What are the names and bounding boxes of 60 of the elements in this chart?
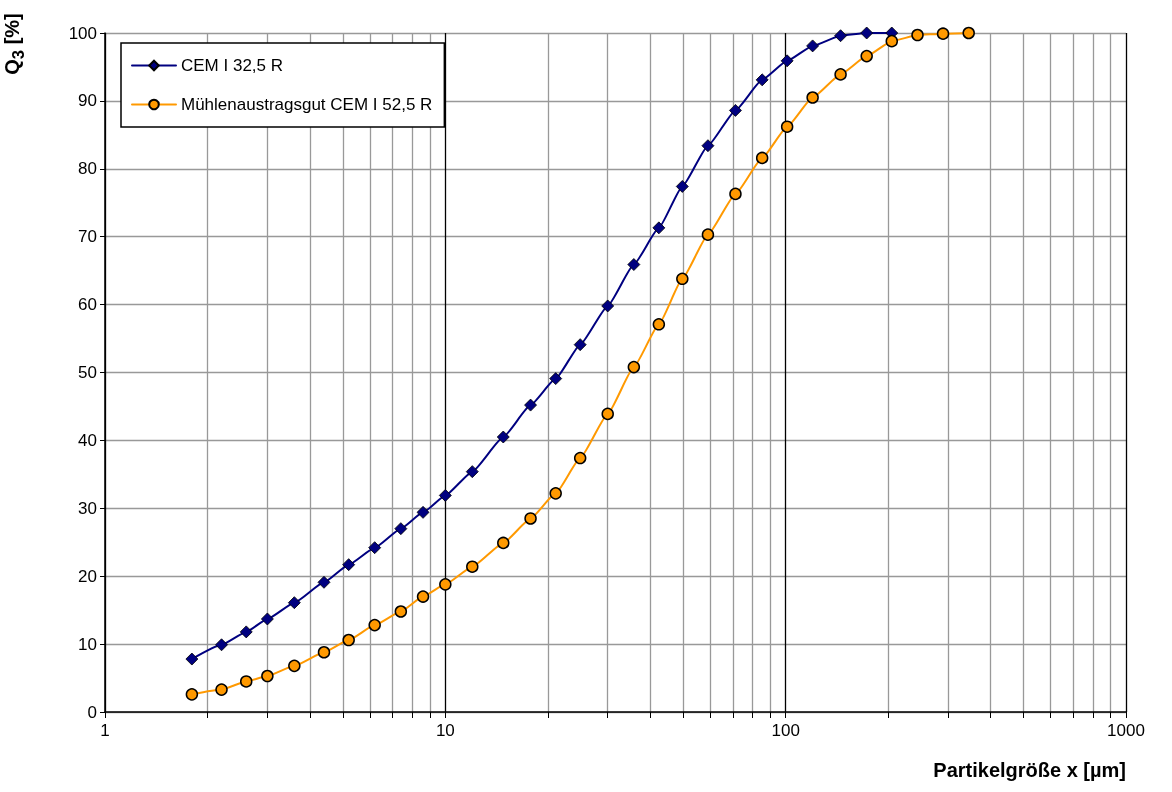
point bbox=[780, 120, 794, 133]
point bbox=[549, 372, 563, 386]
point bbox=[627, 360, 641, 374]
y-tick-label: 80 bbox=[78, 159, 97, 179]
point bbox=[394, 522, 408, 536]
point bbox=[317, 646, 331, 659]
y-tick-label: 50 bbox=[78, 363, 97, 382]
point bbox=[524, 512, 537, 525]
x-tick-label: 100 bbox=[771, 721, 800, 740]
legend-label: CEM I 32,5 R bbox=[181, 56, 284, 75]
point bbox=[215, 683, 228, 696]
point bbox=[834, 68, 847, 81]
point bbox=[239, 625, 253, 639]
point bbox=[806, 39, 820, 53]
x-tick-label: 10 bbox=[435, 721, 455, 740]
y-tick-label: 20 bbox=[78, 566, 97, 586]
point bbox=[936, 27, 950, 40]
point bbox=[962, 26, 975, 40]
point bbox=[549, 487, 562, 500]
point bbox=[627, 258, 641, 271]
point bbox=[806, 91, 819, 104]
y-tick-label: 100 bbox=[68, 23, 97, 43]
point bbox=[834, 29, 847, 43]
point bbox=[860, 49, 873, 63]
y-tick-label: 90 bbox=[78, 91, 97, 111]
x-tick-label: 1 bbox=[100, 721, 110, 740]
y-tick-label: 40 bbox=[78, 430, 97, 450]
point bbox=[755, 151, 769, 165]
point bbox=[368, 541, 382, 555]
point bbox=[601, 407, 614, 421]
point bbox=[342, 558, 356, 572]
y-tick-label: 30 bbox=[78, 498, 97, 518]
point bbox=[497, 536, 510, 550]
point bbox=[342, 633, 355, 647]
point bbox=[885, 34, 899, 48]
point bbox=[780, 54, 794, 68]
point bbox=[496, 430, 510, 444]
point bbox=[601, 299, 615, 313]
point bbox=[652, 318, 666, 331]
point bbox=[573, 451, 587, 465]
legend-label: Mühlenaustragsgut CEM I 52,5 R bbox=[181, 95, 433, 114]
point bbox=[368, 618, 381, 632]
point bbox=[652, 221, 666, 235]
y-tick-label: 10 bbox=[78, 634, 97, 654]
point bbox=[911, 28, 924, 42]
point bbox=[573, 338, 587, 352]
point bbox=[394, 605, 408, 618]
y-tick-label: 0 bbox=[87, 702, 97, 722]
point bbox=[729, 187, 742, 201]
point bbox=[860, 26, 874, 40]
x-axis-title: Partikelgröße x [µm] bbox=[933, 759, 1126, 781]
point bbox=[755, 73, 769, 87]
point bbox=[239, 675, 253, 688]
point bbox=[215, 638, 228, 652]
point bbox=[317, 575, 331, 589]
y-tick-label: 70 bbox=[78, 227, 97, 247]
point bbox=[729, 104, 742, 117]
point bbox=[524, 398, 537, 412]
y-tick-label: 60 bbox=[78, 295, 97, 315]
x-tick-label: 1000 bbox=[1107, 721, 1145, 740]
